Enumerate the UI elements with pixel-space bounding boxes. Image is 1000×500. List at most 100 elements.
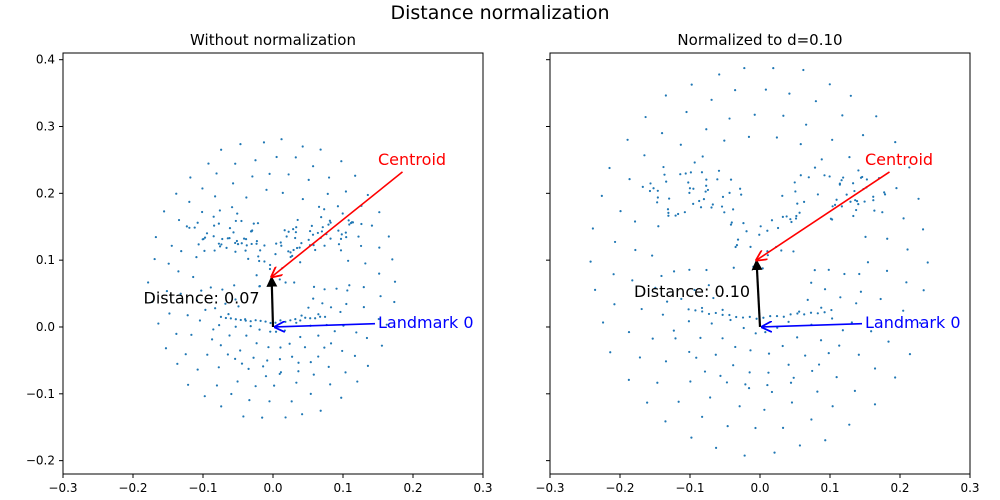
data-point bbox=[775, 136, 778, 139]
data-point bbox=[299, 261, 302, 264]
data-point bbox=[694, 309, 697, 312]
data-point bbox=[802, 200, 806, 203]
data-point bbox=[170, 244, 173, 247]
data-point bbox=[193, 226, 196, 229]
landmark-arrow bbox=[762, 324, 863, 327]
data-point bbox=[851, 182, 855, 185]
data-point bbox=[320, 230, 324, 233]
data-point bbox=[679, 173, 682, 176]
data-point bbox=[244, 249, 247, 252]
data-point bbox=[221, 288, 224, 291]
data-point bbox=[292, 228, 295, 231]
data-point bbox=[833, 203, 837, 206]
data-point bbox=[688, 191, 691, 194]
data-point bbox=[379, 295, 382, 298]
data-point bbox=[217, 242, 221, 245]
data-point bbox=[752, 265, 755, 268]
data-point bbox=[240, 362, 244, 365]
landmark-arrow bbox=[275, 324, 376, 327]
data-point bbox=[794, 190, 797, 193]
data-point bbox=[704, 190, 707, 193]
data-point bbox=[754, 426, 757, 430]
data-point bbox=[656, 201, 659, 204]
data-point bbox=[393, 280, 397, 283]
data-point bbox=[668, 197, 671, 200]
data-point bbox=[337, 229, 340, 232]
data-point bbox=[380, 344, 384, 347]
x-tick-label: −0.3 bbox=[48, 481, 77, 495]
data-point bbox=[672, 270, 676, 273]
data-point bbox=[234, 318, 237, 321]
data-point bbox=[870, 330, 873, 333]
data-point bbox=[641, 185, 644, 188]
data-point bbox=[792, 250, 795, 253]
data-point bbox=[350, 221, 354, 224]
data-point bbox=[853, 189, 856, 193]
data-point bbox=[293, 281, 296, 284]
data-point bbox=[298, 246, 301, 249]
data-point bbox=[845, 193, 848, 196]
data-point bbox=[687, 308, 690, 311]
data-point bbox=[269, 263, 272, 267]
data-point bbox=[805, 123, 808, 126]
data-point bbox=[859, 290, 863, 293]
data-point bbox=[700, 306, 704, 310]
data-point bbox=[320, 215, 323, 219]
data-point bbox=[234, 325, 237, 328]
data-point bbox=[329, 306, 333, 309]
data-point bbox=[245, 196, 248, 199]
data-point bbox=[228, 334, 231, 337]
data-point bbox=[393, 300, 396, 304]
data-point bbox=[323, 315, 327, 318]
data-point bbox=[227, 313, 230, 316]
data-point bbox=[279, 319, 282, 322]
data-point bbox=[693, 288, 696, 292]
data-point bbox=[873, 367, 877, 370]
data-point bbox=[749, 245, 752, 248]
data-point bbox=[667, 214, 670, 217]
data-point bbox=[280, 138, 283, 141]
data-point bbox=[656, 196, 659, 199]
data-point bbox=[327, 223, 330, 226]
data-point bbox=[701, 155, 704, 158]
panel-without-normalization: Without normalization −0.3 −0.2 −0.1 0.0 0.1 0… bbox=[26, 31, 493, 495]
data-point bbox=[354, 174, 357, 177]
data-point bbox=[767, 352, 771, 355]
data-point bbox=[250, 242, 253, 246]
data-point bbox=[723, 211, 726, 214]
data-point bbox=[215, 384, 219, 387]
data-point bbox=[823, 311, 826, 314]
data-point bbox=[234, 241, 237, 245]
data-point bbox=[236, 243, 240, 246]
x-tick-label: 0.3 bbox=[473, 481, 492, 495]
data-point bbox=[767, 371, 770, 374]
data-point bbox=[745, 230, 748, 233]
data-point bbox=[307, 238, 310, 241]
data-point bbox=[180, 249, 183, 253]
data-point bbox=[781, 194, 784, 197]
data-point bbox=[275, 155, 278, 159]
data-point bbox=[709, 396, 712, 399]
data-point bbox=[240, 242, 243, 245]
data-point bbox=[718, 73, 721, 76]
data-point bbox=[206, 353, 209, 356]
data-point bbox=[300, 241, 303, 245]
y-tick-label: −0.2 bbox=[26, 454, 55, 468]
data-point bbox=[279, 241, 282, 244]
data-point bbox=[877, 158, 880, 161]
data-point bbox=[788, 92, 791, 95]
data-point bbox=[311, 165, 315, 168]
data-point bbox=[672, 329, 675, 332]
data-point bbox=[638, 356, 642, 359]
data-point bbox=[908, 166, 911, 169]
data-point bbox=[883, 191, 886, 194]
data-point bbox=[249, 320, 252, 323]
data-point bbox=[852, 214, 855, 218]
data-point bbox=[221, 237, 224, 241]
data-point bbox=[378, 211, 381, 214]
data-point bbox=[264, 320, 267, 323]
data-point bbox=[644, 115, 647, 119]
data-point bbox=[239, 349, 242, 352]
data-point bbox=[689, 171, 692, 174]
data-point bbox=[195, 299, 199, 302]
